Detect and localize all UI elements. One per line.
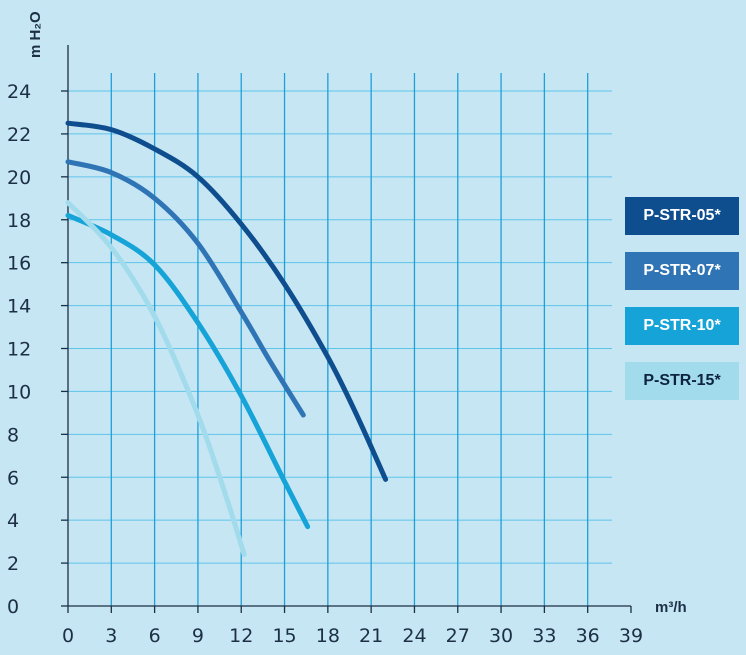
- x-tick-label: 18: [316, 625, 340, 647]
- curve-p-str-15: [65, 200, 247, 557]
- axes: [67, 45, 631, 607]
- y-tick-label: 14: [7, 296, 31, 318]
- legend-item-p-str-15: P-STR-15*: [625, 362, 739, 400]
- y-tick-label: 18: [7, 210, 31, 232]
- x-tick-label: 6: [149, 625, 161, 647]
- x-tick-label: 9: [192, 625, 204, 647]
- y-tick-label: 16: [7, 253, 31, 275]
- x-tick-label: 27: [446, 625, 470, 647]
- curve-p-str-05: [65, 120, 389, 482]
- y-tick-label: 6: [7, 467, 19, 489]
- y-tick-label: 8: [7, 424, 19, 446]
- x-axis-label: m³/h: [655, 599, 687, 616]
- x-tick-label: 3: [105, 625, 117, 647]
- y-tick-label: 2: [7, 553, 19, 575]
- y-tick-label: 22: [7, 124, 31, 146]
- y-tick-label: 12: [7, 339, 31, 361]
- x-tick-label: 39: [619, 625, 643, 647]
- curve-p-str-10: [65, 212, 311, 530]
- x-tick-label: 36: [576, 625, 600, 647]
- legend-item-p-str-05: P-STR-05*: [625, 197, 739, 235]
- y-tick-label: 4: [7, 510, 19, 532]
- x-tick-label: 33: [532, 625, 556, 647]
- x-axis-ticks: 0 3 6 9 12 15 18 21 24 27 30 33 36 39: [62, 606, 643, 647]
- y-tick-label: 0: [7, 596, 19, 618]
- legend-item-p-str-07: P-STR-07*: [625, 252, 739, 290]
- x-tick-label: 0: [62, 625, 74, 647]
- curve-p-str-07: [65, 159, 306, 418]
- y-tick-label: 20: [7, 167, 31, 189]
- x-tick-label: 21: [359, 625, 383, 647]
- x-tick-label: 12: [229, 625, 253, 647]
- x-tick-label: 24: [402, 625, 426, 647]
- x-tick-label: 30: [489, 625, 513, 647]
- x-tick-label: 15: [272, 625, 296, 647]
- y-axis-label: m H₂O: [27, 11, 44, 58]
- grid-lines: [68, 73, 612, 606]
- y-tick-label: 24: [7, 81, 31, 103]
- performance-curves: [65, 120, 389, 557]
- y-tick-label: 10: [7, 381, 31, 403]
- legend-item-p-str-10: P-STR-10*: [625, 307, 739, 345]
